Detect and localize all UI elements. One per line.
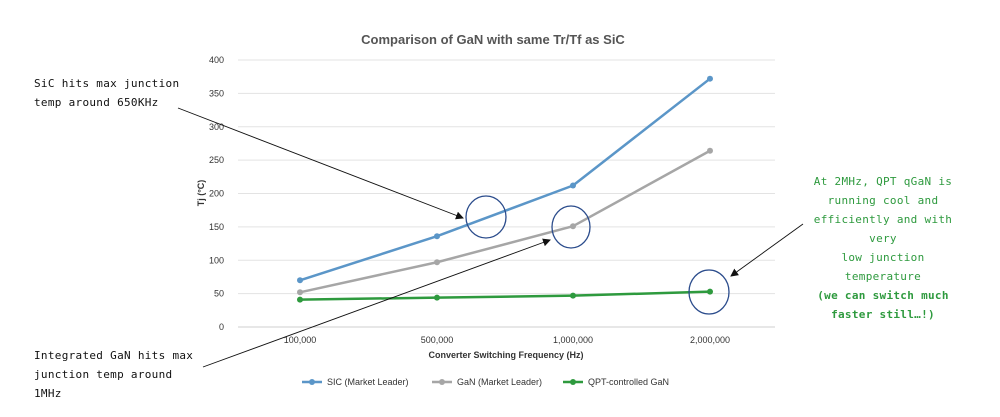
sic-annotation-line1: SiC hits max junction (34, 77, 180, 90)
series-lines (297, 75, 713, 303)
qpt-annotation-line5: (we can switch much (817, 289, 949, 302)
data-point (707, 147, 713, 154)
qpt-annotation-line6: faster still…!) (831, 308, 935, 321)
data-point (707, 288, 713, 295)
legend-label-2: QPT-controlled GaN (588, 377, 669, 387)
x-axis-label: Converter Switching Frequency (Hz) (428, 350, 583, 360)
y-tick-label: 100 (209, 255, 224, 265)
y-tick-label: 400 (209, 55, 224, 65)
x-tick-label: 1,000,000 (553, 335, 593, 345)
qpt-annotation-line1: At 2MHz, QPT qGaN is (813, 175, 953, 188)
data-point (297, 296, 303, 303)
y-axis-ticks: 0 50 100 150 200 250 300 350 400 (209, 55, 224, 332)
data-point (707, 75, 713, 82)
legend-marker-1 (439, 379, 445, 385)
series-line-2 (299, 290, 711, 301)
gridlines (238, 59, 775, 328)
sic-annotation-line2: temp around 650KHz (34, 96, 159, 109)
x-tick-label: 100,000 (284, 335, 317, 345)
data-point (297, 277, 303, 284)
data-point (434, 294, 440, 301)
series-line-1 (299, 149, 711, 294)
gan-annotation-line1: Integrated GaN hits max (34, 349, 194, 362)
legend-label-1: GaN (Market Leader) (457, 377, 542, 387)
data-point (570, 223, 576, 230)
sic-highlight-ellipse (465, 195, 507, 239)
data-point (570, 182, 576, 189)
qpt-annotation-line2: running cool and (827, 194, 939, 207)
data-point (297, 289, 303, 296)
y-tick-label: 300 (209, 122, 224, 132)
sic-annotation: SiC hits max junction temp around 650KHz (34, 74, 179, 112)
x-tick-label: 2,000,000 (690, 335, 730, 345)
y-axis-label: Tj (°C) (196, 180, 206, 207)
gan-annotation-line2: junction temp around (34, 368, 173, 381)
y-tick-label: 150 (209, 222, 224, 232)
gan-annotation-line3: 1MHz (34, 387, 62, 400)
y-tick-label: 50 (214, 289, 224, 299)
series-line-0 (299, 77, 711, 282)
sic-annotation-arrow (177, 107, 464, 220)
qpt-annotation-arrow (730, 223, 804, 277)
gan-annotation-arrow (202, 238, 551, 368)
qpt-highlight-ellipse (688, 269, 730, 315)
data-point (434, 259, 440, 266)
y-tick-label: 200 (209, 189, 224, 199)
y-tick-label: 250 (209, 155, 224, 165)
x-axis-ticks: 100,000 500,000 1,000,000 2,000,000 (284, 335, 730, 345)
legend-marker-0 (309, 379, 315, 385)
x-tick-label: 500,000 (421, 335, 454, 345)
qpt-annotation-line3: efficiently and with very (813, 213, 953, 245)
y-tick-label: 350 (209, 88, 224, 98)
y-tick-label: 0 (219, 322, 224, 332)
chart-title: Comparison of GaN with same Tr/Tf as SiC (361, 32, 625, 47)
legend-marker-2 (570, 379, 576, 385)
qpt-annotation: At 2MHz, QPT qGaN is running cool and ef… (808, 172, 958, 324)
gan-annotation: Integrated GaN hits max junction temp ar… (34, 346, 193, 403)
qpt-annotation-line4: low junction temperature (841, 251, 925, 283)
gan-highlight-ellipse (551, 205, 591, 249)
legend-label-0: SIC (Market Leader) (327, 377, 409, 387)
data-point (570, 292, 576, 299)
legend: SIC (Market Leader) GaN (Market Leader) QP… (302, 377, 669, 387)
data-point (434, 233, 440, 240)
